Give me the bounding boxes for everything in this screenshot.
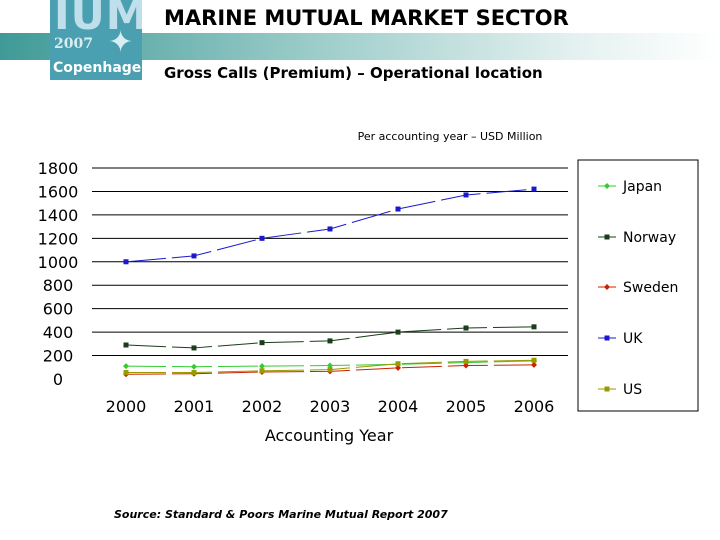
data-point-us: [395, 361, 401, 367]
data-point-japan: [259, 363, 265, 370]
logo-mark: IUMI: [54, 0, 142, 39]
data-point-us: [259, 368, 265, 374]
chart-title: Per accounting year – USD Million: [358, 130, 543, 143]
legend-marker-japan: [604, 183, 610, 189]
data-point-sweden: [395, 364, 401, 371]
x-tick-label: 2006: [514, 397, 555, 416]
x-tick-label: 2000: [106, 397, 147, 416]
page-title: MARINE MUTUAL MARKET SECTOR: [164, 6, 569, 30]
data-point-norway: [327, 338, 333, 344]
y-tick-label: 400: [43, 323, 74, 342]
data-point-japan: [191, 363, 197, 370]
series-line-uk: [125, 188, 535, 263]
data-point-norway: [531, 324, 537, 330]
legend-marker-norway: [604, 234, 610, 240]
legend-label-japan: Japan: [622, 179, 662, 195]
logo-year: 2007: [54, 36, 93, 52]
y-tick-label: 200: [43, 347, 74, 366]
chart-legend: Japan Norway Sweden UK US: [577, 159, 699, 412]
data-point-sweden: [463, 362, 469, 369]
legend-label-uk: UK: [623, 331, 643, 347]
legend-marker-sweden: [604, 284, 610, 290]
chart-series: [123, 186, 537, 378]
x-tick-label: 2003: [310, 397, 351, 416]
data-point-norway: [463, 325, 469, 331]
x-axis-label: Accounting Year: [265, 426, 394, 445]
data-point-us: [531, 357, 537, 363]
data-point-uk: [259, 235, 265, 241]
y-tick-label: 1400: [38, 206, 79, 225]
data-point-norway: [191, 345, 197, 351]
data-point-norway: [395, 329, 401, 335]
y-tick-label: 1000: [38, 253, 79, 272]
data-point-us: [123, 370, 129, 376]
legend-label-sweden: Sweden: [623, 280, 678, 296]
y-tick-label: 1800: [38, 159, 79, 178]
y-tick-label: 1600: [38, 182, 79, 201]
x-tick-label: 2002: [242, 397, 283, 416]
legend-marker-us: [604, 386, 610, 392]
data-point-us: [463, 358, 469, 364]
data-point-japan: [327, 362, 333, 369]
legend-box: [577, 159, 699, 412]
legend-label-norway: Norway: [623, 230, 676, 246]
series-line-norway: [125, 326, 535, 349]
y-tick-label: 0: [53, 370, 63, 389]
data-point-uk: [531, 186, 537, 192]
data-point-uk: [123, 259, 129, 265]
data-point-uk: [191, 253, 197, 259]
x-tick-label: 2005: [446, 397, 487, 416]
iumi-logo: IUMI 2007 ✦ Copenhagen: [50, 0, 142, 80]
y-tick-label: 800: [43, 276, 74, 295]
chart-grid: [92, 167, 568, 357]
y-tick-label: 600: [43, 300, 74, 319]
data-point-norway: [123, 342, 129, 348]
logo-city: Copenhagen: [53, 60, 142, 76]
chart-axes: Per accounting year – USD Million 0 200 400…: [38, 130, 555, 445]
data-point-uk: [463, 192, 469, 198]
x-tick-label: 2001: [174, 397, 215, 416]
x-tick-label: 2004: [378, 397, 419, 416]
legend-label-us: US: [623, 382, 642, 398]
data-point-us: [191, 370, 197, 376]
data-point-sweden: [531, 361, 537, 368]
data-point-japan: [123, 363, 129, 370]
compass-star-icon: ✦: [108, 25, 134, 60]
data-point-norway: [259, 340, 265, 346]
y-tick-label: 1200: [38, 229, 79, 248]
legend-marker-uk: [604, 335, 610, 341]
data-point-uk: [395, 206, 401, 212]
data-point-uk: [327, 226, 333, 232]
data-point-us: [327, 367, 333, 373]
source-note: Source: Standard & Poors Marine Mutual R…: [114, 508, 448, 521]
page-subtitle: Gross Calls (Premium) – Operational loca…: [164, 64, 543, 82]
